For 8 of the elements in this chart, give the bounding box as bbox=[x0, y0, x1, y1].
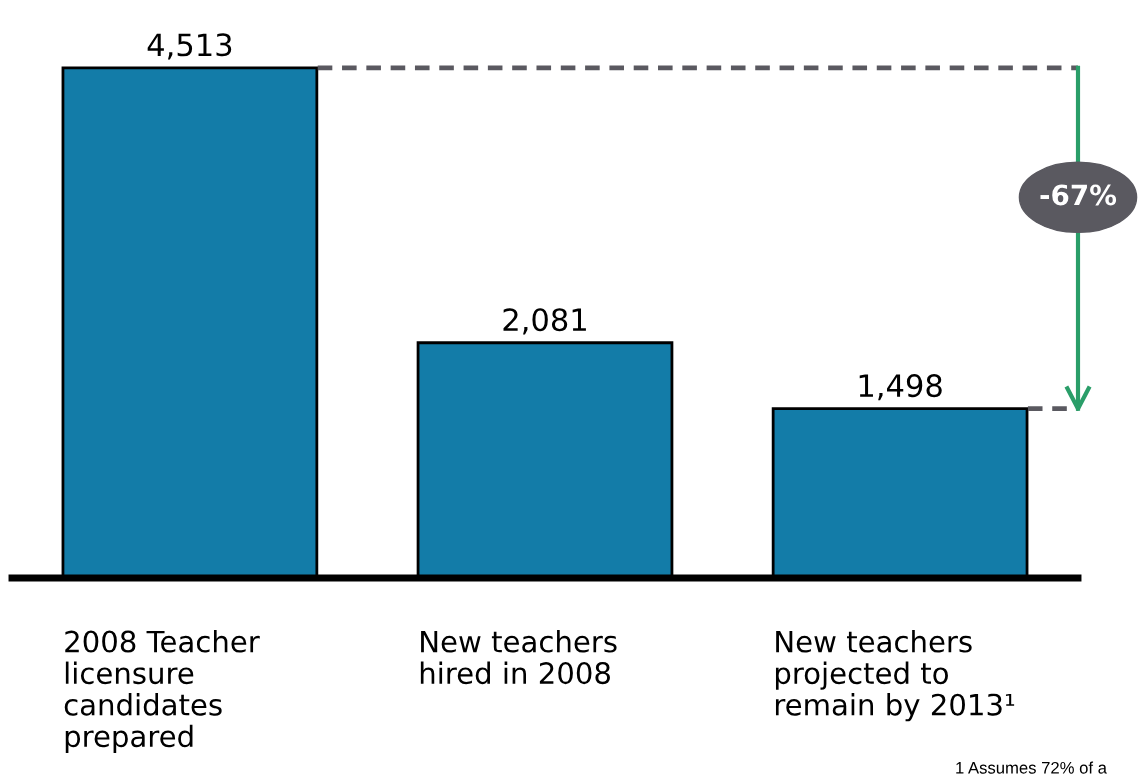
x-tick-label: New teachers hired in 2008 bbox=[420, 630, 617, 685]
data-label: 2,081 bbox=[503, 308, 586, 335]
x-tick-label: 2008 Teacher licensure candidates prepared bbox=[64, 630, 260, 753]
annotation: -67% bbox=[1040, 184, 1117, 206]
text: 1 Assumes 72% of a bbox=[956, 761, 1107, 774]
data-label: 4,513 bbox=[147, 33, 232, 60]
data-label: 1,498 bbox=[859, 374, 942, 401]
x-tick-label: New teachers projected to remain by 2013¹ bbox=[775, 630, 1015, 722]
